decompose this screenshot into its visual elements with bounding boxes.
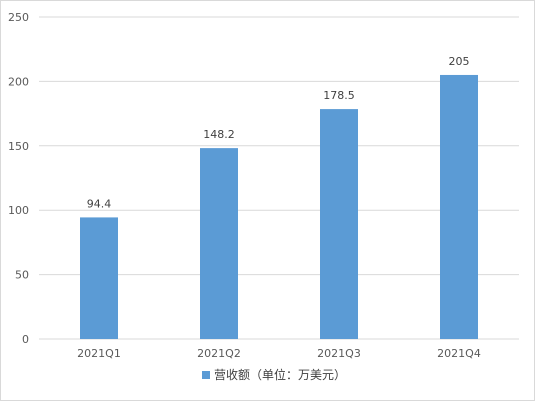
data-label-2021Q4: 205 [449, 55, 470, 68]
x-tick-label-2021Q1: 2021Q1 [77, 347, 121, 360]
bar-2021Q2 [200, 148, 238, 339]
y-tick-label-50: 50 [15, 269, 29, 282]
data-label-2021Q1: 94.4 [87, 197, 112, 210]
data-label-2021Q3: 178.5 [323, 89, 355, 102]
legend-label: 营收额（单位：万美元） [214, 367, 346, 382]
x-tick-label-2021Q2: 2021Q2 [197, 347, 241, 360]
bar-2021Q4 [440, 74, 478, 340]
y-tick-label-250: 250 [8, 11, 29, 24]
data-label-2021Q2: 148.2 [203, 128, 235, 141]
y-tick-label-100: 100 [8, 204, 29, 217]
y-tick-label-0: 0 [22, 333, 29, 346]
y-tick-label-200: 200 [8, 75, 29, 88]
bar-2021Q3 [320, 109, 358, 339]
legend-swatch [202, 371, 210, 379]
y-tick-label-150: 150 [8, 140, 29, 153]
x-tick-label-2021Q4: 2021Q4 [437, 347, 481, 360]
x-tick-label-2021Q3: 2021Q3 [317, 347, 361, 360]
bar-2021Q1 [80, 217, 118, 339]
